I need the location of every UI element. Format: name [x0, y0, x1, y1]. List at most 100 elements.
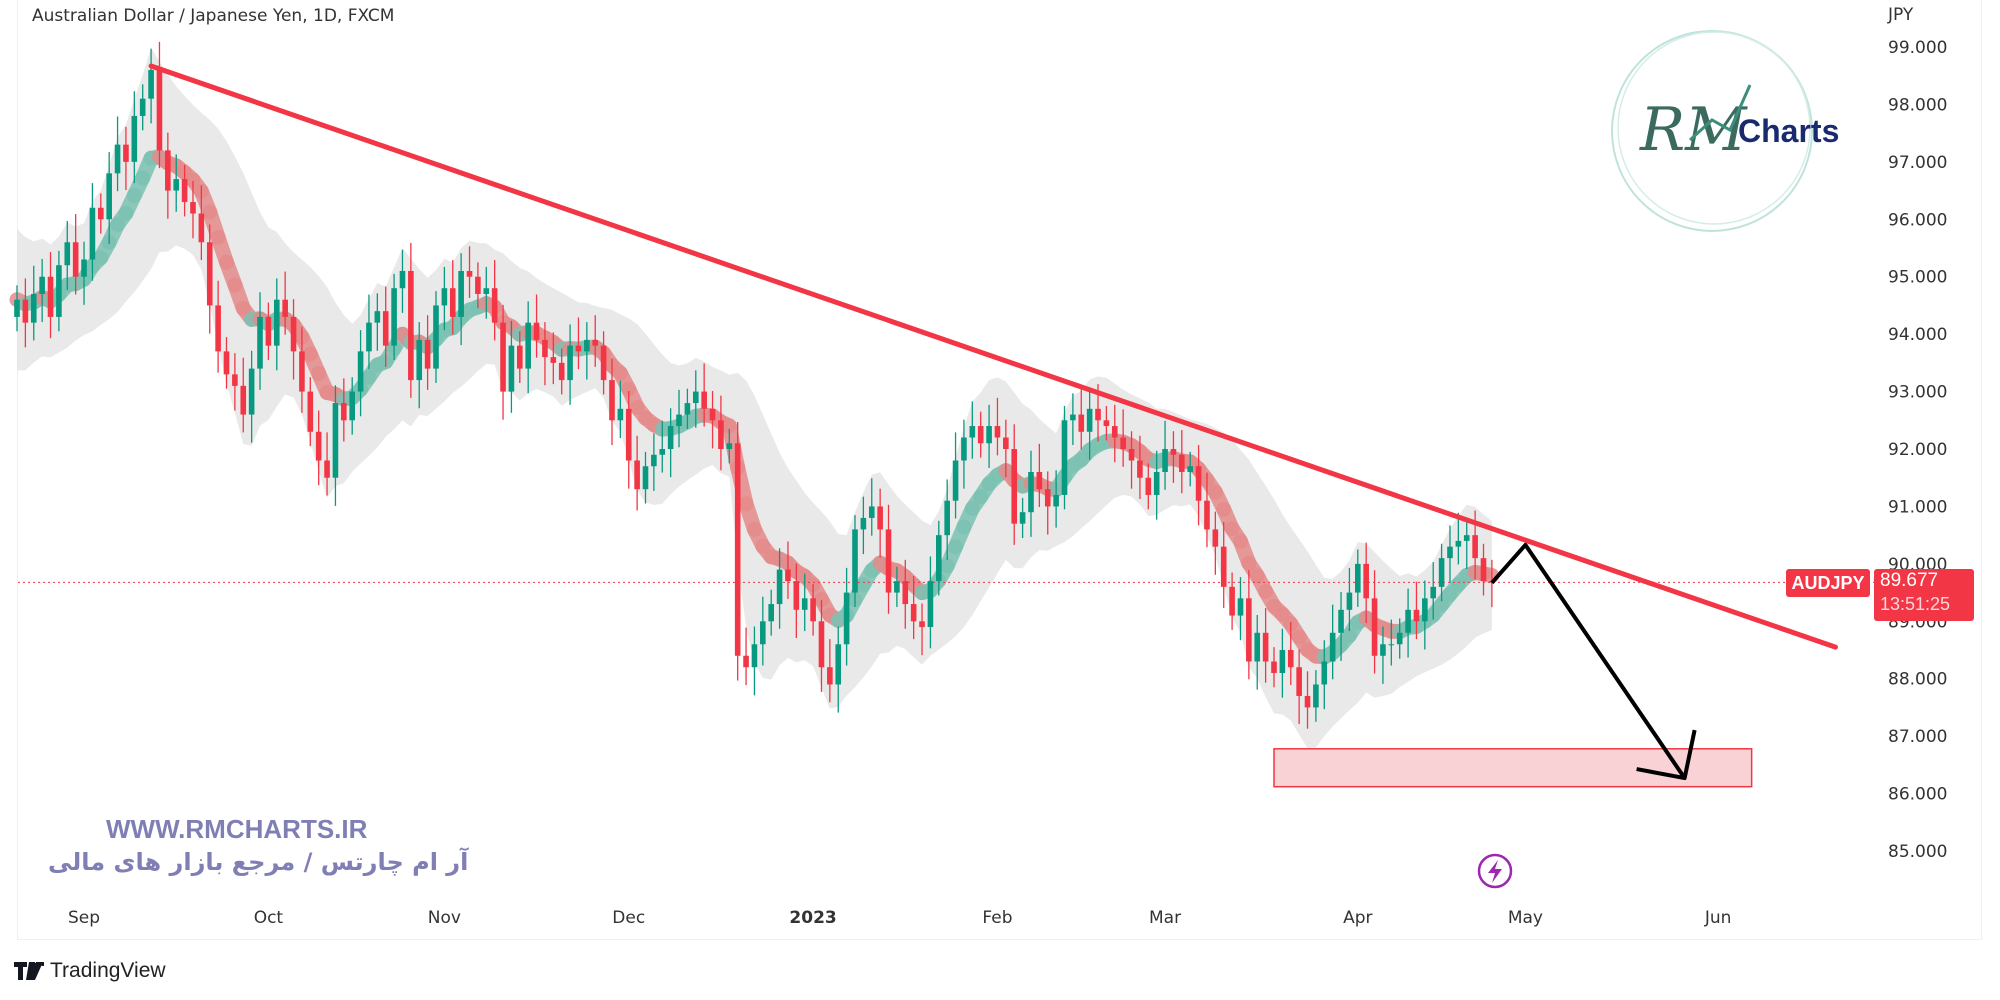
candle-body — [399, 270, 406, 289]
candle-body — [1103, 420, 1110, 427]
candle — [1137, 435, 1143, 499]
candle — [1463, 517, 1470, 570]
candle-body — [558, 362, 565, 381]
candle-body — [726, 443, 733, 450]
candle-body — [349, 391, 355, 421]
candle — [567, 324, 573, 405]
candle — [408, 242, 414, 398]
candle-body — [1111, 426, 1118, 438]
arrow-path[interactable] — [1490, 542, 1687, 780]
candle — [198, 185, 205, 261]
candle-body — [1338, 609, 1344, 633]
candle — [81, 241, 87, 305]
candle — [860, 496, 867, 555]
candle-body — [148, 69, 154, 99]
candle — [969, 401, 976, 459]
candle — [1430, 562, 1437, 620]
candle — [1204, 472, 1210, 548]
candle — [1321, 640, 1328, 710]
candle — [550, 332, 557, 385]
candle — [190, 180, 196, 239]
target-zone-rect[interactable] — [1273, 748, 1753, 788]
candle — [1162, 420, 1168, 490]
candle — [416, 322, 423, 409]
candle — [977, 411, 984, 458]
price-tick-label: 92.000 — [1888, 440, 1947, 460]
candle — [324, 432, 330, 496]
candle — [986, 404, 992, 468]
candle — [1287, 621, 1294, 686]
candle — [1011, 424, 1018, 545]
candle-body — [81, 259, 87, 277]
candle — [240, 357, 247, 433]
candle — [709, 391, 716, 449]
candle-body — [1061, 420, 1068, 495]
candle — [98, 193, 104, 234]
candle — [123, 126, 129, 191]
watermark-tagline: آر ام چارتس / مرجع بازار های مالی — [48, 848, 469, 876]
candle — [1338, 592, 1344, 661]
candle-body — [651, 454, 657, 467]
tradingview-logo — [14, 962, 44, 980]
candle-body — [106, 173, 112, 220]
candle — [1313, 670, 1319, 722]
candle-body — [701, 391, 707, 409]
candle — [290, 299, 297, 380]
candle — [273, 278, 280, 371]
candle-body — [307, 391, 314, 432]
candle-body — [1422, 598, 1428, 622]
candle — [232, 353, 238, 411]
candle-body — [1472, 535, 1478, 559]
price-tick-label: 86.000 — [1888, 785, 1947, 805]
candle-body — [1463, 535, 1470, 541]
candle-body — [810, 598, 816, 622]
candle — [1195, 444, 1202, 526]
candle-body — [1430, 586, 1437, 599]
candle — [1271, 647, 1277, 688]
candle-body — [374, 311, 381, 323]
candle — [1153, 450, 1160, 520]
candle-body — [483, 288, 490, 294]
candle-body — [382, 311, 389, 346]
candle-body — [181, 179, 188, 203]
tradingview-brand[interactable]: TradingView — [14, 959, 166, 983]
candle — [776, 548, 783, 629]
candle-body — [676, 414, 682, 427]
candle — [466, 246, 473, 298]
candle — [215, 280, 221, 373]
candle — [1111, 404, 1118, 463]
candle-body — [215, 305, 221, 352]
resistance-trendline[interactable] — [148, 63, 1838, 650]
candle — [1145, 463, 1152, 510]
candle — [1296, 649, 1302, 725]
candle-body — [961, 437, 967, 461]
candle — [1254, 614, 1261, 690]
candle-body — [1304, 695, 1311, 708]
candle — [718, 395, 724, 471]
candle-body — [1447, 546, 1453, 559]
lightning-icon[interactable] — [1477, 853, 1513, 889]
candle — [525, 301, 531, 394]
candle — [30, 265, 37, 341]
candle — [542, 322, 548, 386]
price-tick-label: 93.000 — [1888, 383, 1947, 403]
candle-body — [223, 351, 230, 375]
projection-arrow — [1490, 542, 1697, 781]
candle — [156, 41, 163, 169]
candle — [1329, 604, 1336, 680]
candle-body — [1179, 454, 1185, 472]
watermark-url: WWW.RMCHARTS.IR — [106, 814, 368, 844]
candle — [1447, 525, 1453, 583]
candle-body — [449, 288, 456, 317]
candle-body — [1036, 471, 1043, 490]
candle-body — [617, 408, 624, 421]
candle — [206, 224, 213, 334]
chart-panel[interactable] — [17, 0, 1982, 940]
candle-body — [491, 288, 498, 323]
candle-body — [1480, 558, 1487, 582]
candle — [349, 377, 355, 435]
candle-body — [1220, 546, 1227, 587]
candle-body — [1162, 449, 1168, 472]
candle — [433, 291, 439, 383]
